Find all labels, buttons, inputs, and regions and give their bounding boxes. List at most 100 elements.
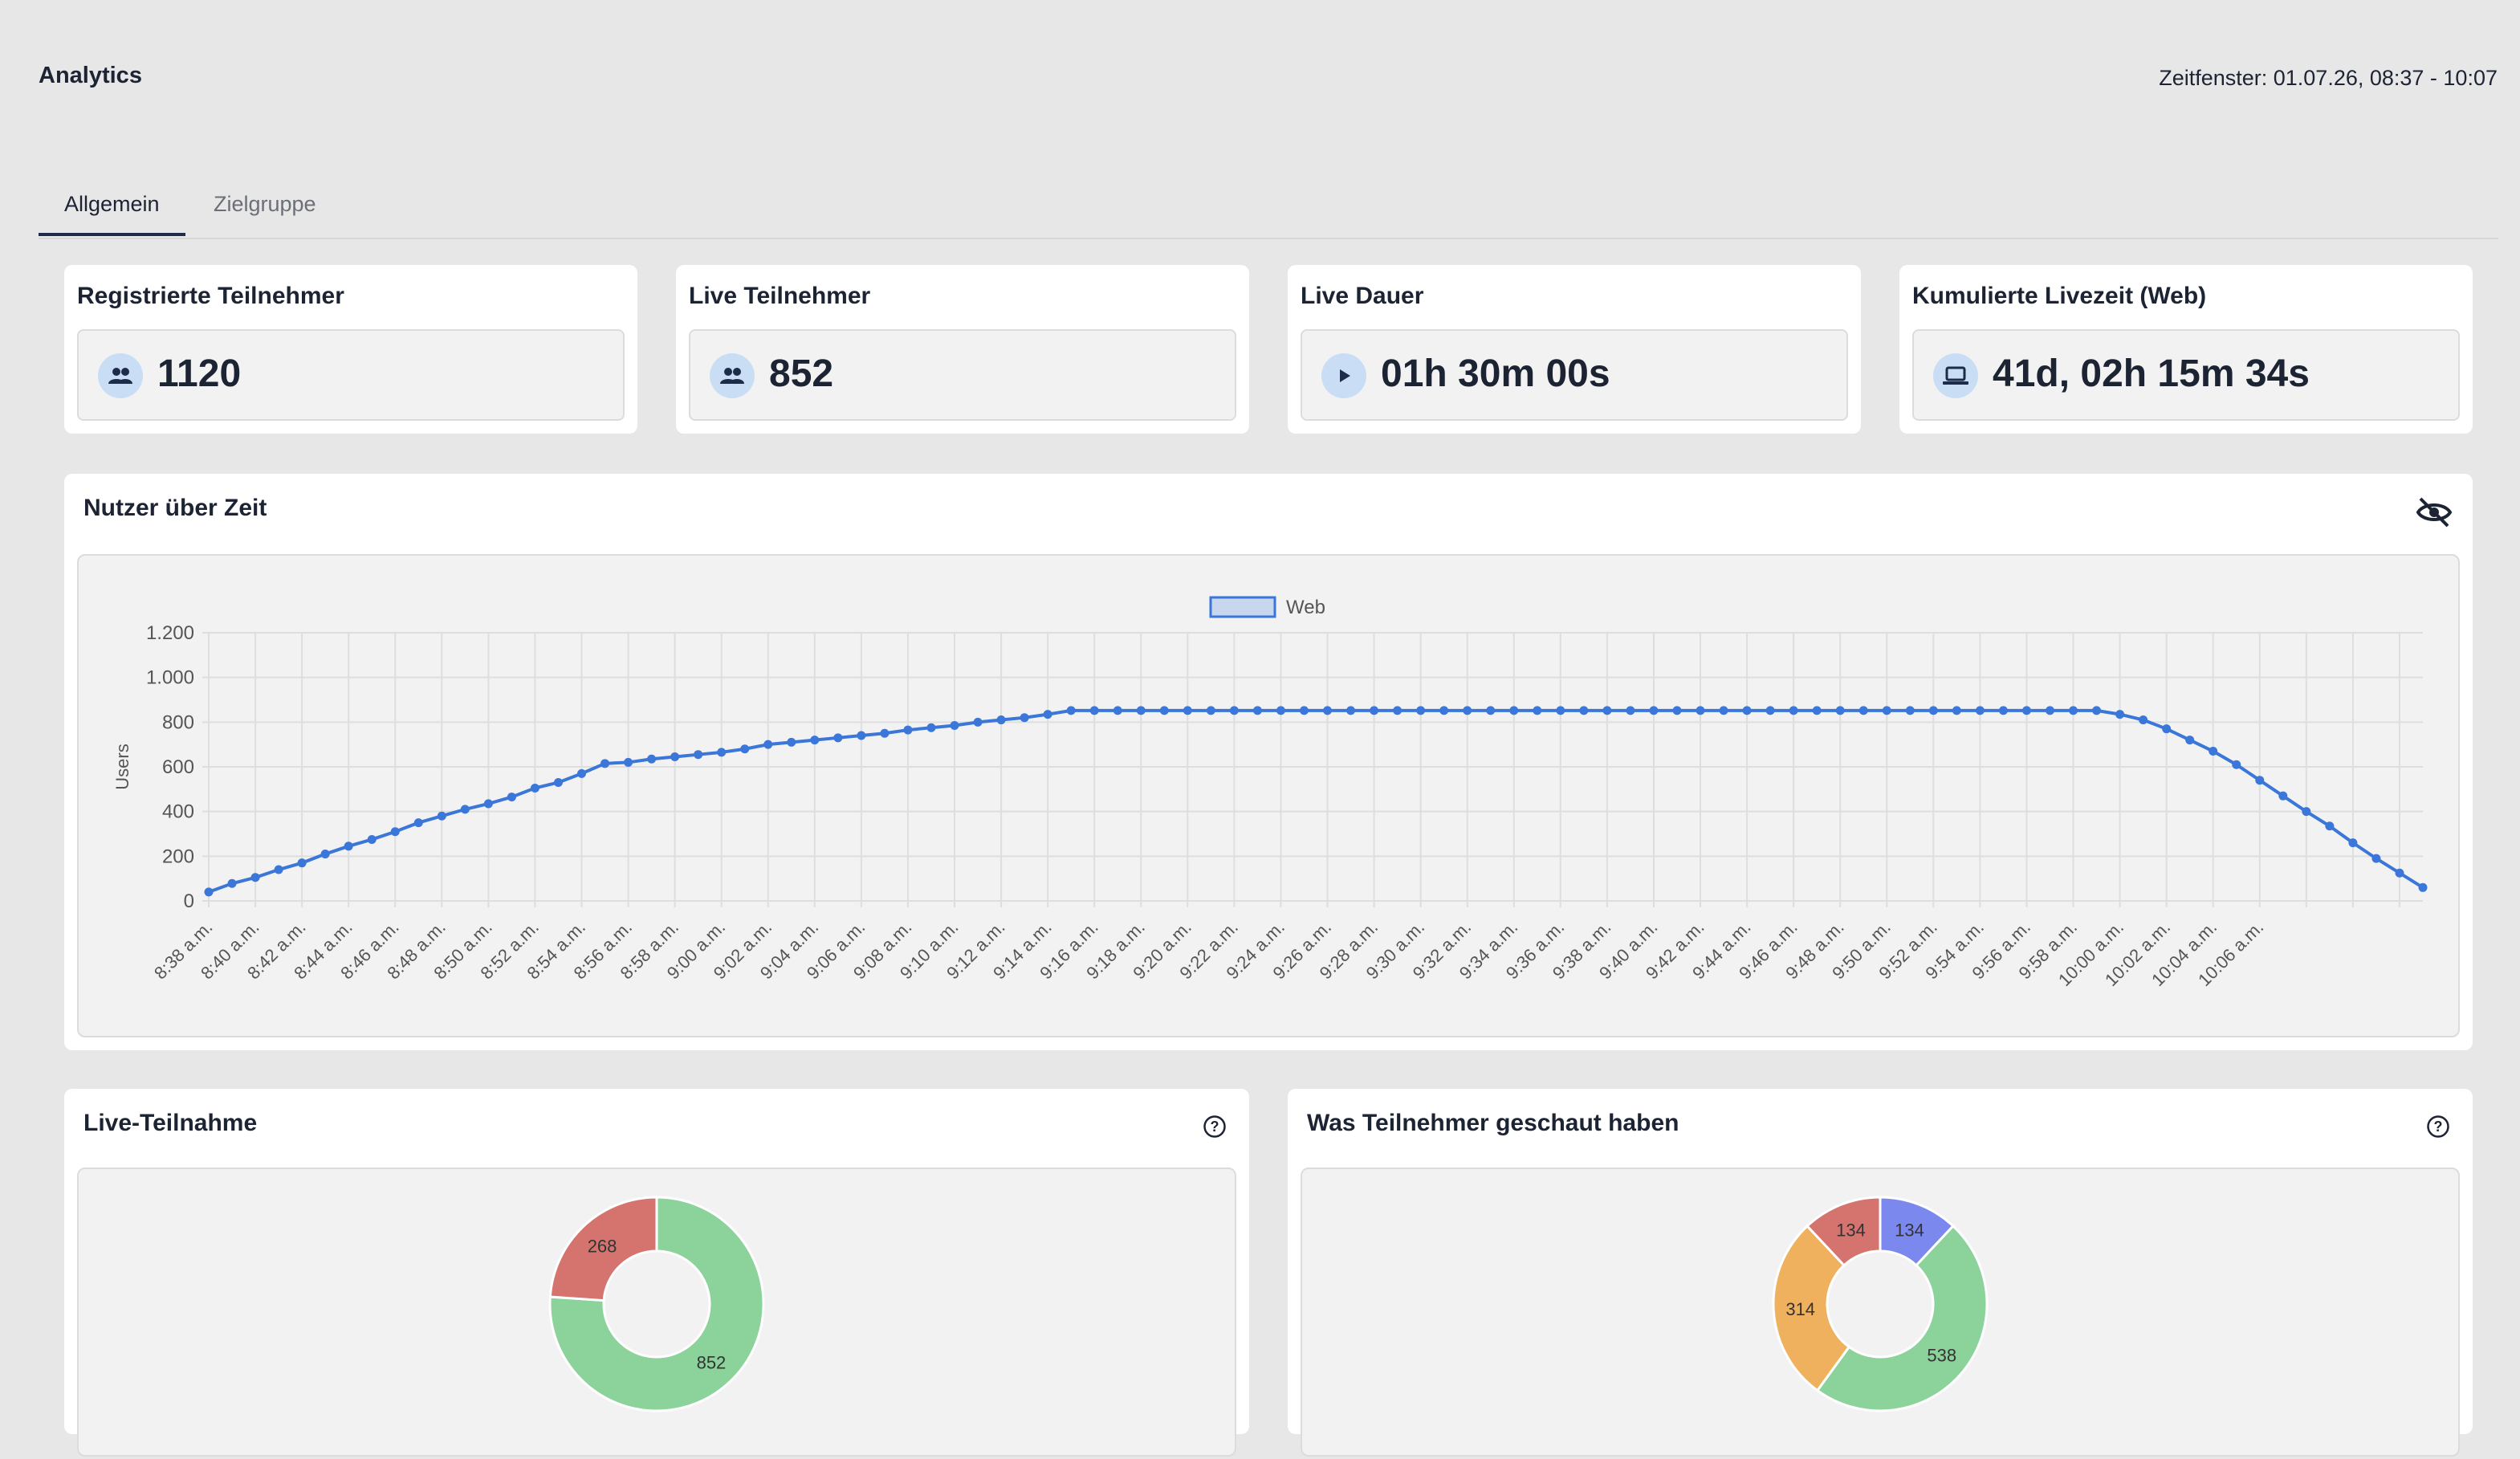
slice-value-label: 134 <box>1836 1220 1866 1240</box>
line-chart-panel: 0 200 400 600 800 1.000 1.200 Users 8:38 a.m. 8:4… <box>77 554 2460 1037</box>
data-point <box>2092 706 2102 715</box>
data-point <box>1579 706 1589 715</box>
what-watched-card: Was Teilnehmer geschaut haben ? 134 538 31… <box>1288 1089 2473 1457</box>
data-point <box>1066 706 1076 715</box>
stat-title: Registrierte Teilnehmer <box>77 283 344 309</box>
play-icon <box>1321 353 1366 398</box>
data-point <box>1486 706 1496 715</box>
stat-title: Live Teilnehmer <box>689 283 871 309</box>
data-point <box>2418 882 2428 892</box>
legend-label: Web <box>1286 597 1325 618</box>
data-point <box>647 754 657 764</box>
y-axis-label: Users <box>112 744 132 789</box>
data-point <box>1439 706 1449 715</box>
stat-card-live-participants: Live Teilnehmer 852 <box>676 265 1249 434</box>
data-point <box>950 721 959 731</box>
tab-allgemein[interactable]: Allgemein <box>39 186 185 236</box>
legend-swatch <box>1209 596 1276 618</box>
stat-value: 1120 <box>157 353 242 395</box>
svg-text:?: ? <box>2434 1119 2443 1135</box>
y-tick-label: 1.200 <box>146 622 194 644</box>
data-point <box>2162 724 2172 734</box>
data-point <box>694 750 703 760</box>
data-point <box>1159 706 1169 715</box>
stat-title: Kumulierte Livezeit (Web) <box>1912 283 2207 309</box>
data-point <box>717 748 727 757</box>
data-point <box>437 811 446 821</box>
data-point <box>1882 706 1891 715</box>
data-point <box>2255 776 2265 785</box>
help-icon[interactable]: ? <box>1201 1113 1228 1140</box>
data-point <box>1323 706 1333 715</box>
data-point <box>2045 706 2054 715</box>
data-point <box>1463 706 1472 715</box>
data-point <box>1789 706 1798 715</box>
data-point <box>1252 706 1262 715</box>
y-tick-label: 600 <box>162 756 194 778</box>
section-title: Live-Teilnahme <box>83 1110 258 1136</box>
data-point <box>1812 706 1822 715</box>
data-point <box>530 783 539 793</box>
users-over-time-card: Nutzer über Zeit 0 200 400 600 800 1.000 1.200… <box>64 474 2473 1050</box>
stat-value: 852 <box>769 353 834 395</box>
data-point <box>670 752 680 761</box>
live-participation-card: Live-Teilnahme ? 852 268 <box>64 1089 1249 1457</box>
donut-slice <box>1806 1196 1882 1267</box>
eye-off-icon[interactable] <box>2415 493 2453 532</box>
data-point <box>413 818 423 828</box>
time-window-label: Zeitfenster: 01.07.26, 08:37 - 10:07 <box>2159 66 2498 90</box>
data-point <box>577 768 587 778</box>
slice-value-label: 268 <box>588 1236 617 1256</box>
stat-value: 41d, 02h 15m 34s <box>1993 353 2310 395</box>
stat-card-registered: Registrierte Teilnehmer 1120 <box>64 265 637 434</box>
data-point <box>763 740 773 749</box>
data-point <box>624 757 633 767</box>
data-point <box>810 736 820 745</box>
data-point <box>367 834 377 844</box>
y-tick-label: 0 <box>184 890 194 912</box>
data-point <box>740 744 750 754</box>
data-point <box>1602 706 1612 715</box>
what-watched-donut: 134 538 314 134 <box>1772 1196 1989 1412</box>
donut-slice <box>1815 1224 1989 1412</box>
data-point <box>2069 706 2078 715</box>
data-point <box>1020 713 1029 723</box>
y-tick-label: 400 <box>162 801 194 823</box>
data-point <box>1370 706 1379 715</box>
data-point <box>1299 706 1309 715</box>
data-point <box>926 723 936 732</box>
data-point <box>507 793 516 802</box>
donut-slice <box>548 1196 658 1302</box>
donut-slice <box>1772 1224 1851 1392</box>
data-point <box>1975 706 1985 715</box>
tab-bar: Allgemein Zielgruppe <box>39 178 2498 239</box>
data-point <box>2115 710 2125 719</box>
data-point <box>1742 706 1752 715</box>
data-point <box>320 850 330 859</box>
y-tick-label: 200 <box>162 846 194 867</box>
data-point <box>1393 706 1402 715</box>
data-point <box>274 865 283 874</box>
section-title: Was Teilnehmer geschaut haben <box>1307 1110 1679 1136</box>
data-point <box>460 805 470 814</box>
data-point <box>857 731 866 740</box>
y-tick-label: 1.000 <box>146 667 194 689</box>
people-icon <box>710 353 755 398</box>
help-icon[interactable]: ? <box>2424 1113 2452 1140</box>
slice-value-label: 852 <box>697 1353 727 1373</box>
data-point <box>880 728 890 738</box>
data-point <box>1858 706 1868 715</box>
data-point <box>1626 706 1635 715</box>
data-point <box>787 737 796 747</box>
data-point <box>1905 706 1915 715</box>
data-point <box>1276 706 1285 715</box>
data-point <box>1229 706 1239 715</box>
svg-text:?: ? <box>1211 1119 1219 1135</box>
data-point <box>2209 747 2218 756</box>
data-point <box>1835 706 1845 715</box>
data-point <box>227 878 237 888</box>
data-point <box>483 799 493 809</box>
data-point <box>2371 854 2381 863</box>
tab-zielgruppe[interactable]: Zielgruppe <box>214 192 316 216</box>
